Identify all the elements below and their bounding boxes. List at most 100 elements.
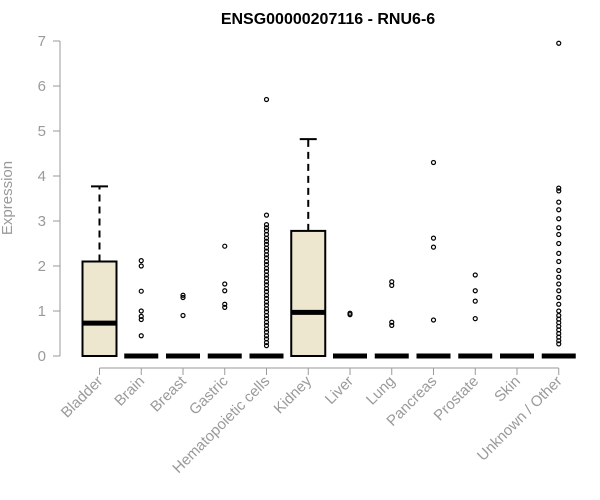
y-tick-label: 2 bbox=[38, 258, 46, 275]
outlier-point bbox=[556, 225, 562, 231]
outlier-point bbox=[556, 216, 562, 222]
x-tick-label: Prostate bbox=[431, 373, 483, 425]
y-tick-label: 5 bbox=[38, 123, 46, 140]
box-body bbox=[81, 260, 118, 357]
outlier-point bbox=[263, 333, 270, 339]
outlier-point bbox=[263, 299, 270, 305]
outlier-point bbox=[556, 288, 562, 294]
chart-title: ENSG00000207116 - RNU6-6 bbox=[221, 11, 435, 28]
box-liver bbox=[333, 310, 367, 359]
outlier-point bbox=[263, 222, 270, 228]
y-tick-label: 1 bbox=[38, 303, 46, 320]
y-axis-label: Expression bbox=[0, 161, 16, 235]
outlier-point bbox=[263, 339, 270, 346]
y-tick-label: 3 bbox=[38, 213, 46, 230]
outlier-point bbox=[430, 235, 437, 241]
outlier-point bbox=[263, 319, 270, 325]
outlier-point bbox=[263, 285, 270, 292]
outlier-point bbox=[180, 312, 186, 319]
box-gastric bbox=[207, 243, 242, 359]
x-tick-label: Kidney bbox=[271, 372, 316, 417]
outlier-point bbox=[138, 288, 144, 294]
outlier-point bbox=[263, 212, 270, 218]
outlier-point bbox=[263, 326, 270, 332]
outlier-point bbox=[263, 258, 270, 265]
outlier-point bbox=[263, 306, 270, 312]
outlier-point bbox=[556, 258, 562, 265]
outlier-point bbox=[556, 281, 562, 287]
y-tick-label: 6 bbox=[38, 78, 46, 95]
x-tick-label: Liver bbox=[322, 373, 357, 408]
outlier-point bbox=[263, 312, 270, 319]
box-kidney bbox=[290, 138, 327, 357]
outlier-point bbox=[222, 281, 228, 287]
outlier-point bbox=[389, 282, 395, 288]
outlier-point bbox=[222, 288, 228, 294]
outlier-point bbox=[472, 316, 478, 322]
outlier-point bbox=[389, 319, 395, 325]
x-tick-label: Lung bbox=[363, 373, 399, 409]
outlier-point bbox=[263, 225, 270, 231]
outlier-point bbox=[556, 188, 562, 194]
x-tick-label: Bladder bbox=[58, 373, 107, 422]
outlier-point bbox=[263, 238, 270, 244]
outlier-point bbox=[556, 341, 562, 347]
outlier-point bbox=[389, 322, 395, 328]
x-tick-label: Skin bbox=[491, 373, 524, 406]
box-bladder bbox=[81, 185, 118, 357]
outlier-point bbox=[180, 292, 186, 298]
outlier-point bbox=[472, 288, 478, 294]
box-prostate bbox=[458, 272, 493, 359]
outlier-point bbox=[430, 244, 437, 250]
outlier-point bbox=[263, 279, 270, 285]
outlier-point bbox=[556, 240, 562, 247]
outlier-point bbox=[263, 292, 270, 298]
box-breast bbox=[166, 292, 200, 359]
outlier-point bbox=[556, 308, 562, 314]
outlier-point bbox=[263, 272, 270, 278]
y-tick-label: 0 bbox=[38, 348, 46, 365]
outlier-point bbox=[263, 96, 270, 103]
outlier-point bbox=[430, 317, 437, 323]
outlier-point bbox=[263, 245, 270, 251]
outlier-point bbox=[556, 301, 562, 307]
outlier-point bbox=[180, 294, 186, 301]
outlier-point bbox=[138, 333, 144, 339]
outlier-point bbox=[556, 250, 562, 256]
x-tick-label: Breast bbox=[147, 372, 190, 415]
y-axis: 0 1 2 3 4 5 6 7 bbox=[38, 33, 61, 365]
y-tick-label: 7 bbox=[38, 33, 46, 50]
outlier-point bbox=[556, 207, 562, 213]
outlier-point bbox=[138, 263, 144, 269]
outlier-point bbox=[556, 40, 562, 46]
boxes-group bbox=[81, 40, 576, 359]
outlier-point bbox=[263, 252, 270, 258]
x-tick-label: Brain bbox=[111, 373, 148, 410]
outlier-point bbox=[138, 308, 144, 314]
y-tick-label: 4 bbox=[38, 168, 46, 185]
box-unknown-other bbox=[541, 40, 576, 359]
outlier-point bbox=[263, 343, 270, 349]
box-brain bbox=[124, 258, 159, 359]
outlier-point bbox=[138, 316, 144, 323]
outlier-point bbox=[556, 338, 562, 344]
outlier-point bbox=[263, 235, 270, 241]
outlier-point bbox=[138, 258, 144, 264]
outlier-point bbox=[556, 274, 562, 280]
outlier-point bbox=[430, 159, 437, 166]
outlier-point bbox=[263, 265, 270, 271]
box-hematopoietic-cells bbox=[249, 96, 284, 359]
outlier-point bbox=[222, 301, 228, 307]
box-pancreas bbox=[416, 159, 451, 359]
outlier-point bbox=[222, 304, 228, 310]
outlier-point bbox=[138, 313, 144, 319]
outlier-point bbox=[347, 312, 353, 318]
outlier-point bbox=[556, 294, 562, 301]
box-body bbox=[290, 229, 327, 357]
box-lung bbox=[374, 279, 409, 359]
outlier-point bbox=[222, 243, 228, 249]
outlier-point bbox=[556, 185, 562, 191]
outlier-point bbox=[556, 199, 562, 205]
